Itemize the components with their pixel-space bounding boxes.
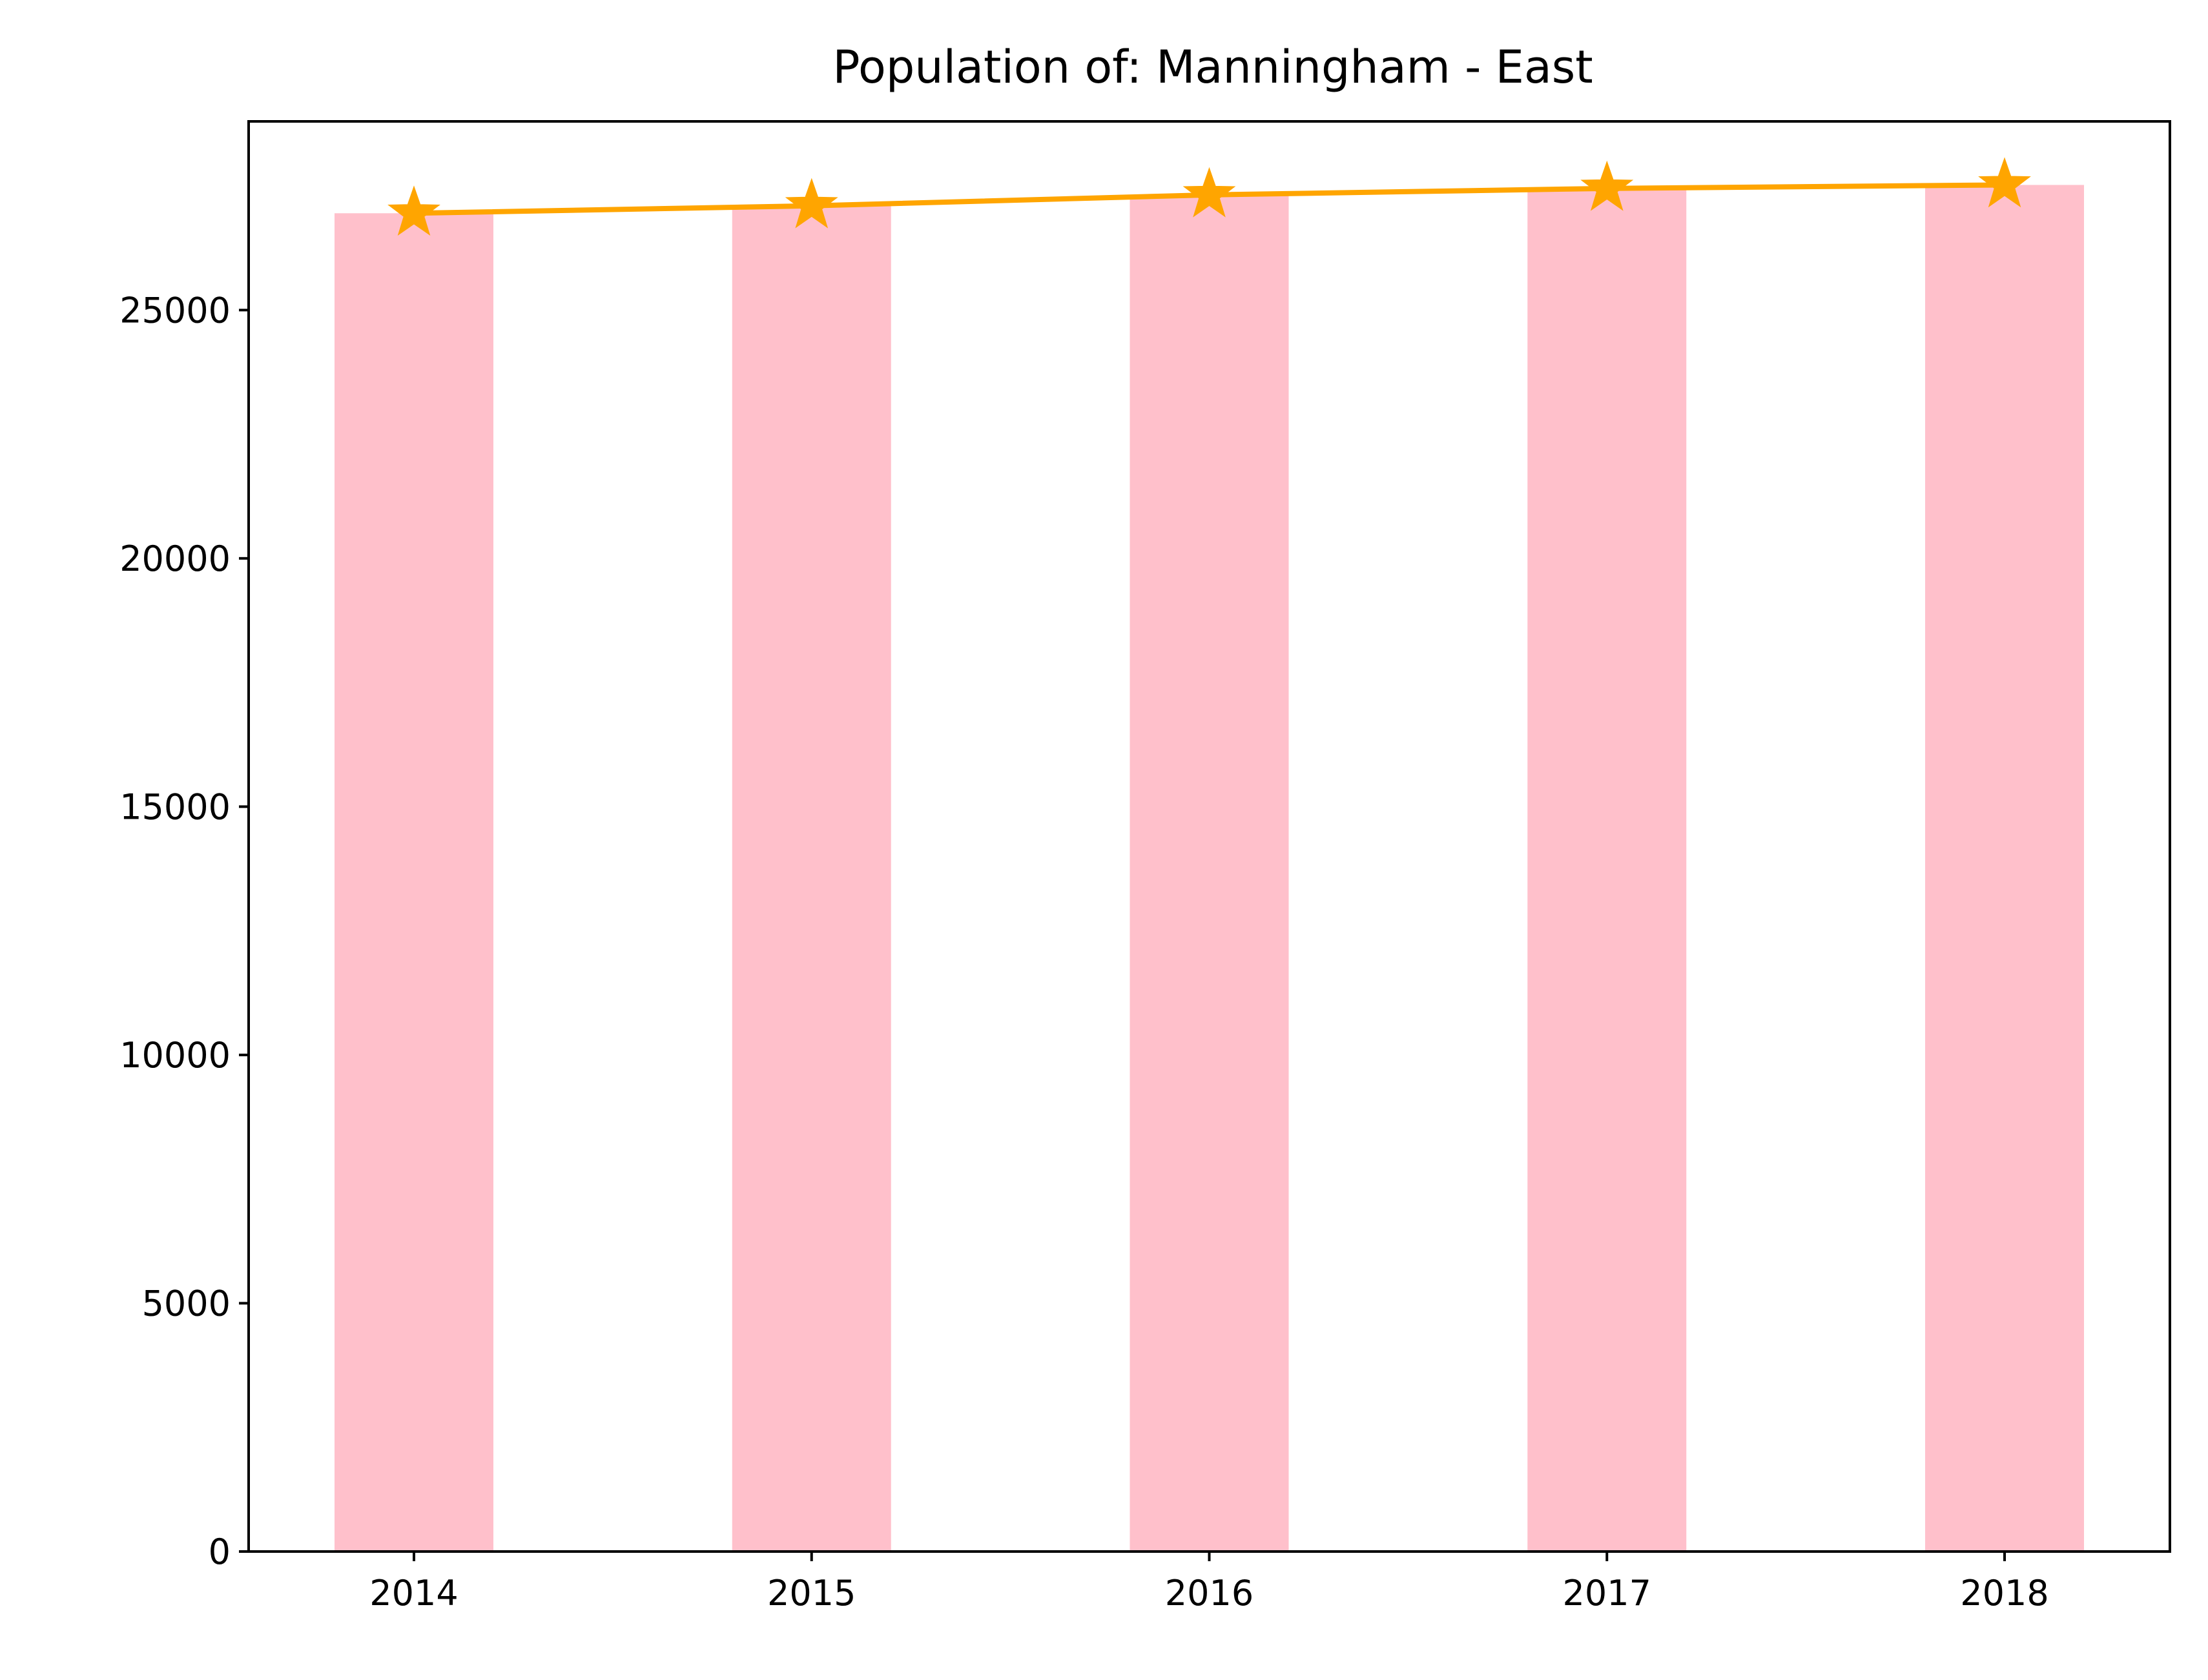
bar-2015 [732, 205, 891, 1552]
bar-2018 [1925, 185, 2084, 1552]
plot-frame [247, 120, 2171, 1553]
star-marker-2014 [387, 185, 440, 236]
star-marker-2018 [1978, 157, 2031, 208]
y-tick-label: 20000 [119, 538, 231, 579]
x-tick-label: 2017 [1563, 1573, 1651, 1613]
y-tick-label: 25000 [119, 290, 231, 331]
y-tick-label: 5000 [142, 1283, 231, 1324]
x-tick-label: 2015 [767, 1573, 856, 1613]
x-tick-label: 2014 [369, 1573, 458, 1613]
star-marker-2016 [1182, 167, 1236, 218]
bar-2017 [1527, 188, 1687, 1552]
y-tick-label: 15000 [119, 786, 231, 827]
chart-title: Population of: Manningham - East [832, 41, 1593, 94]
x-tick-label: 2016 [1165, 1573, 1254, 1613]
bars-layer [335, 185, 2084, 1552]
y-tick-label: 0 [209, 1531, 231, 1572]
bar-2016 [1130, 194, 1289, 1552]
y-tick-label: 10000 [119, 1035, 231, 1076]
star-marker-2017 [1580, 160, 1634, 211]
markers-layer [387, 157, 2031, 236]
axes-layer: 0 5000 10000 15000 20000 25000 2014 2015 2016 201… [119, 290, 2049, 1613]
star-marker-2015 [785, 178, 838, 229]
x-tick-label: 2018 [1960, 1573, 2048, 1613]
bar-2014 [335, 213, 493, 1552]
